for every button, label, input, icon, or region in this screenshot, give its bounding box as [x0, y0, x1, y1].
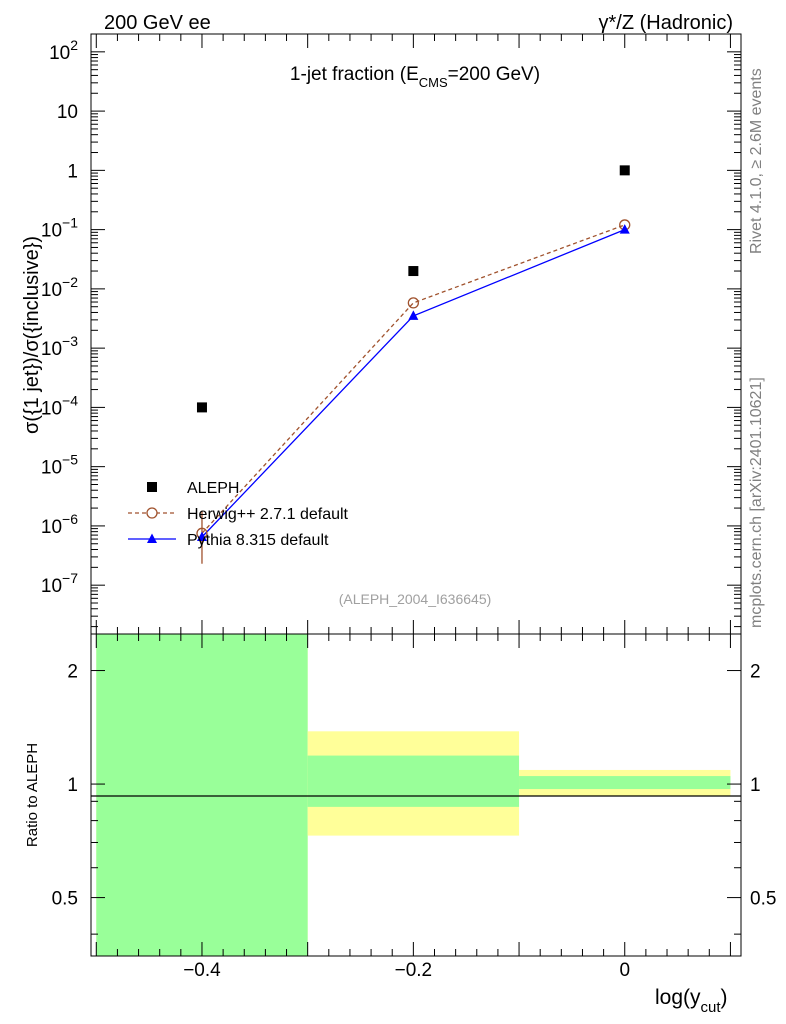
plot-title: 1-jet fraction (ECMS=200 GeV): [290, 64, 540, 90]
pythia-point: [196, 531, 207, 542]
y-tick-label: 10−4: [41, 392, 78, 419]
aleph-data-point: [196, 402, 207, 413]
x-tick-label: −0.2: [395, 960, 433, 981]
y-tick-label: 10−3: [41, 333, 78, 360]
ratio-stat-band: [519, 776, 731, 790]
ratio-stat-band: [96, 634, 308, 956]
side-label-rivet: Rivet 4.1.0, ≥ 2.6M events: [748, 68, 765, 254]
legend-label-herwig: Herwig++ 2.7.1 default: [187, 506, 349, 523]
pythia-point: [619, 224, 630, 234]
ratio-y-tick-label-right: 0.5: [750, 889, 776, 910]
header-right: γ*/Z (Hadronic): [599, 12, 733, 34]
legend-label-aleph: ALEPH: [187, 480, 239, 497]
header-left: 200 GeV ee: [104, 12, 211, 34]
aleph-data-point: [619, 165, 630, 176]
reference-label: (ALEPH_2004_I636645): [339, 591, 492, 607]
y-tick-label: 10−2: [41, 274, 78, 301]
ratio-y-tick-label-right: 1: [750, 775, 761, 796]
y-tick-label: 10−6: [41, 511, 78, 538]
legend-marker-pythia: [147, 533, 157, 543]
legend-marker-herwig: [146, 507, 158, 519]
ratio-y-tick-label-left: 0.5: [52, 889, 78, 910]
x-tick-label: 0: [619, 960, 630, 981]
main-plot: 1-jet fraction (ECMS=200 GeV) σ({1 jet})…: [21, 33, 742, 635]
y-tick-label: 10−5: [41, 452, 78, 479]
herwig-line: [201, 224, 625, 534]
ratio-stat-band: [307, 755, 520, 807]
ratio-y-tick-label-right: 2: [750, 662, 761, 683]
side-label-mcplots: mcplots.cern.ch [arXiv:2401.10621]: [748, 377, 765, 628]
main-axis-ticks: 10−7 10−6 10−5 10−4 10−3 10−2 10−1 1 10 102: [41, 33, 741, 634]
legend-label-pythia: Pythia 8.315 default: [187, 532, 329, 549]
x-tick-label: −0.4: [183, 960, 221, 981]
y-tick-label: 10−1: [41, 215, 78, 242]
pythia-point: [408, 310, 419, 320]
main-series: [196, 165, 631, 564]
ratio-y-tick-label-left: 1: [67, 775, 78, 796]
ratio-bands: [96, 634, 731, 956]
y-tick-label: 102: [49, 37, 78, 64]
ratio-y-axis-label: Ratio to ALEPH: [24, 743, 41, 847]
ratio-y-tick-label-left: 2: [67, 662, 78, 683]
herwig-point: [407, 297, 420, 309]
ratio-plot-frame: [90, 633, 742, 957]
aleph-data-point: [408, 266, 419, 277]
legend-marker-aleph: [147, 482, 157, 492]
legend: ALEPH Herwig++ 2.7.1 default Pythia 8.315 …: [128, 480, 349, 549]
y-tick-label: 1: [67, 161, 78, 182]
y-tick-label: 10: [57, 102, 78, 123]
x-axis-label: log(ycut): [655, 986, 728, 1016]
y-tick-label: 10−7: [41, 570, 78, 597]
ratio-axis-ticks: 0.5 0.5 1 1 2 2 −0.4 −0.2 0: [52, 634, 776, 981]
ratio-plot: 0.5 0.5 1 1 2 2 −0.4 −0.2 0 Ratio to ALEPH log(y…: [24, 633, 776, 1016]
main-y-axis-label: σ({1 jet})/σ({inclusive}): [21, 236, 43, 434]
